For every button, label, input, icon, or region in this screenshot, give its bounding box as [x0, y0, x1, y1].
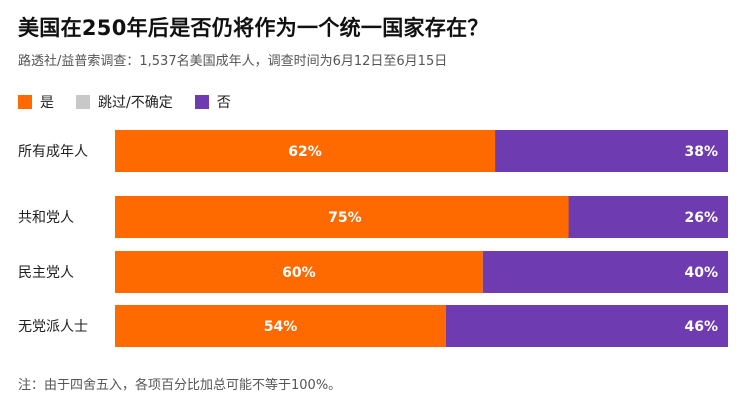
- bar-segment-yes: [115, 130, 496, 172]
- legend-item-no: 否: [194, 92, 231, 112]
- data-label-yes: 75%: [328, 210, 362, 226]
- category-label: 共和党人: [18, 210, 74, 226]
- legend-item-unsure: 跳过/不确定: [76, 92, 173, 112]
- legend-label-no: 否: [216, 95, 231, 111]
- data-label-yes: 54%: [264, 319, 298, 335]
- chart-subtitle: 路透社/益普索调查：1,537名美国成年人，调查时间为6月12日至6月15日: [18, 54, 448, 69]
- footnote: 注：由于四舍五入，各项百分比加总可能不等于100%。: [18, 378, 342, 393]
- data-label-no: 46%: [684, 319, 718, 335]
- category-label: 无党派人士: [18, 319, 88, 335]
- bar-segment-yes: [115, 305, 447, 347]
- legend-swatch-unsure: [76, 95, 90, 109]
- data-label-no: 40%: [684, 265, 718, 281]
- data-label-no: 26%: [684, 210, 718, 226]
- data-label-yes: 62%: [288, 144, 322, 160]
- data-label-yes: 60%: [282, 265, 316, 281]
- legend-item-yes: 是: [18, 92, 54, 112]
- chart-legend: 是 跳过/不确定 否: [18, 92, 253, 112]
- bar-segment-no: [495, 130, 728, 172]
- legend-label-yes: 是: [40, 95, 54, 111]
- bar-segment-no: [482, 251, 728, 293]
- bar-segment-no: [568, 196, 728, 238]
- category-label: 所有成年人: [18, 144, 88, 160]
- chart-title: 美国在250年后是否仍将作为一个统一国家存在？: [18, 16, 489, 40]
- bar-segment-yes: [115, 251, 483, 293]
- bar-segment-no: [446, 305, 728, 347]
- data-label-no: 38%: [684, 144, 718, 160]
- legend-label-unsure: 跳过/不确定: [98, 95, 173, 111]
- bar-segment-yes: [115, 196, 575, 238]
- legend-swatch-no: [194, 95, 209, 109]
- category-label: 民主党人: [18, 265, 74, 281]
- legend-swatch-yes: [18, 95, 32, 109]
